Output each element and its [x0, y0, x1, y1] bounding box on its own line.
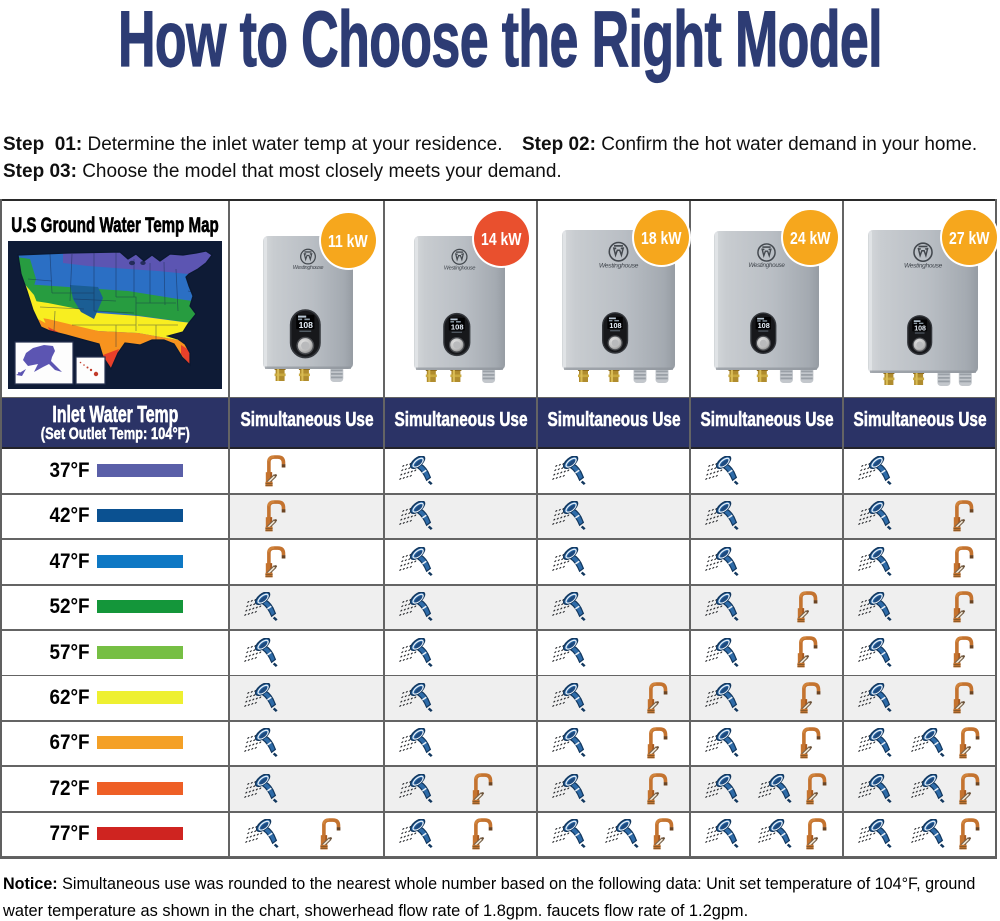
svg-text:Westinghouse: Westinghouse — [444, 265, 475, 271]
svg-text:Westinghouse: Westinghouse — [748, 262, 785, 269]
svg-text:Westinghouse: Westinghouse — [904, 263, 943, 270]
svg-text:Westinghouse: Westinghouse — [599, 262, 639, 269]
svg-text:Westinghouse: Westinghouse — [293, 265, 324, 271]
